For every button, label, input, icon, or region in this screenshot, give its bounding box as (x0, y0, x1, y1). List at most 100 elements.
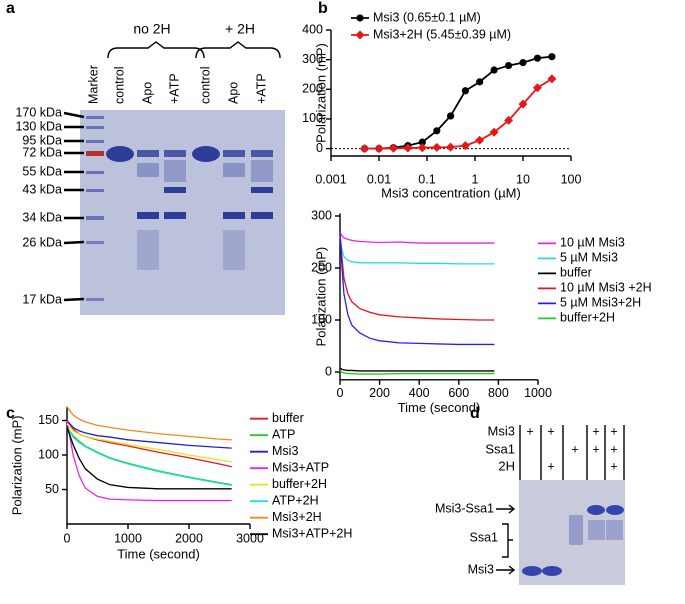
panel-label: a (6, 0, 15, 17)
marker (360, 144, 370, 154)
lane-label: +ATP (254, 73, 268, 104)
y-axis-label: Polarization (mP) (313, 43, 328, 143)
series-line (339, 232, 495, 244)
sign: + (610, 424, 617, 438)
x-tick-label: 0.01 (367, 172, 391, 186)
marker (388, 143, 398, 153)
series-line (66, 420, 232, 468)
legend-label: 5 µM Msi3+2H (560, 296, 641, 310)
marker (489, 127, 499, 137)
y-tick-label: 300 (302, 52, 323, 66)
y-axis-label: Polarization (mP) (313, 247, 328, 347)
size-marker: 72 kDa (22, 145, 62, 159)
panel-label: b (318, 0, 328, 17)
band-label: Msi3 (468, 562, 494, 576)
size-pointer (63, 240, 85, 245)
series-line (339, 236, 495, 265)
marker (374, 144, 384, 154)
marker (417, 143, 427, 153)
size-marker: 26 kDa (22, 235, 62, 249)
legend-label: Msi3+ATP (272, 460, 329, 474)
series-line (66, 420, 232, 449)
marker (504, 115, 514, 125)
x-tick-label: 200 (369, 386, 390, 400)
legend-label: Msi3+2H (5.45±0.39 µM) (373, 27, 511, 41)
legend-label: buffer+2H (560, 311, 615, 325)
series-line (339, 231, 495, 346)
y-tick-label: 100 (38, 447, 59, 461)
y-tick-label: 300 (311, 208, 332, 222)
series-line (66, 423, 232, 463)
x-tick-label: 1000 (114, 531, 142, 545)
row-label: 2H (498, 458, 515, 473)
lane-dividers (519, 425, 625, 480)
x-tick-label: 400 (409, 386, 430, 400)
marker (356, 14, 364, 22)
marker (518, 99, 528, 109)
series-line (339, 370, 495, 375)
lane-label: +ATP (167, 73, 181, 104)
legend-label: buffer+2H (272, 477, 327, 491)
legend-label: Msi3 (0.65±0.1 µM) (373, 10, 481, 24)
panel-label: c (6, 405, 15, 422)
row-label: Msi3 (488, 423, 515, 438)
y-axis-label: Polarization (mP) (9, 415, 24, 515)
x-tick-label: 2000 (175, 531, 203, 545)
y-tick-label: 0 (316, 141, 323, 155)
x-tick-label: 600 (448, 386, 469, 400)
marker (504, 61, 513, 70)
legend-label: Msi3 (272, 444, 298, 458)
sign: + (547, 459, 554, 473)
y-tick-label: 200 (302, 82, 323, 96)
y-tick-label: 50 (45, 482, 59, 496)
legend-label: 10 µM Msi3 (560, 236, 625, 250)
y-tick-label: 200 (311, 260, 332, 274)
size-marker: 170 kDa (15, 105, 62, 119)
marker (446, 142, 456, 152)
marker (532, 83, 542, 93)
legend-label: ATP+2H (272, 493, 319, 507)
group-label: + 2H (225, 21, 255, 37)
series-line (66, 427, 232, 486)
size-marker: 34 kDa (22, 210, 62, 224)
marker (446, 112, 455, 120)
marker (547, 74, 557, 84)
legend-label: buffer (272, 411, 304, 425)
x-tick-label: 1 (472, 172, 479, 186)
series-line (339, 367, 495, 372)
legend-label: Msi3+2H (272, 510, 322, 524)
lane-label: control (112, 66, 126, 104)
marker (548, 53, 556, 61)
legend-label: ATP (272, 427, 295, 441)
x-axis-label: Msi3 concentration (µM) (381, 185, 521, 200)
lane-label: Apo (140, 82, 154, 104)
axis (330, 30, 571, 157)
group-brace (107, 41, 205, 59)
band-arrows (496, 504, 516, 575)
axis (339, 213, 538, 381)
band-label: Ssa1 (470, 530, 499, 544)
marker (418, 138, 426, 146)
marker (403, 143, 413, 153)
x-tick-label: 0.1 (418, 172, 435, 186)
x-tick-label: 800 (488, 386, 509, 400)
size-marker: 43 kDa (22, 182, 62, 196)
group-brace (195, 41, 281, 59)
marker (433, 127, 441, 135)
x-tick-label: 10 (516, 172, 530, 186)
y-tick-label: 100 (311, 312, 332, 326)
x-tick-label: 0 (337, 386, 344, 400)
series-line (339, 234, 495, 321)
gel-bands (86, 116, 273, 301)
marker (519, 59, 527, 67)
y-tick-label: 150 (38, 413, 59, 427)
series-line (66, 406, 232, 441)
marker (475, 135, 485, 145)
legend-label: buffer (560, 266, 592, 280)
sign: + (610, 442, 617, 456)
sign: + (526, 424, 533, 438)
y-tick-label: 100 (302, 111, 323, 125)
lane-label: Apo (226, 82, 240, 104)
size-pointer (63, 297, 85, 302)
